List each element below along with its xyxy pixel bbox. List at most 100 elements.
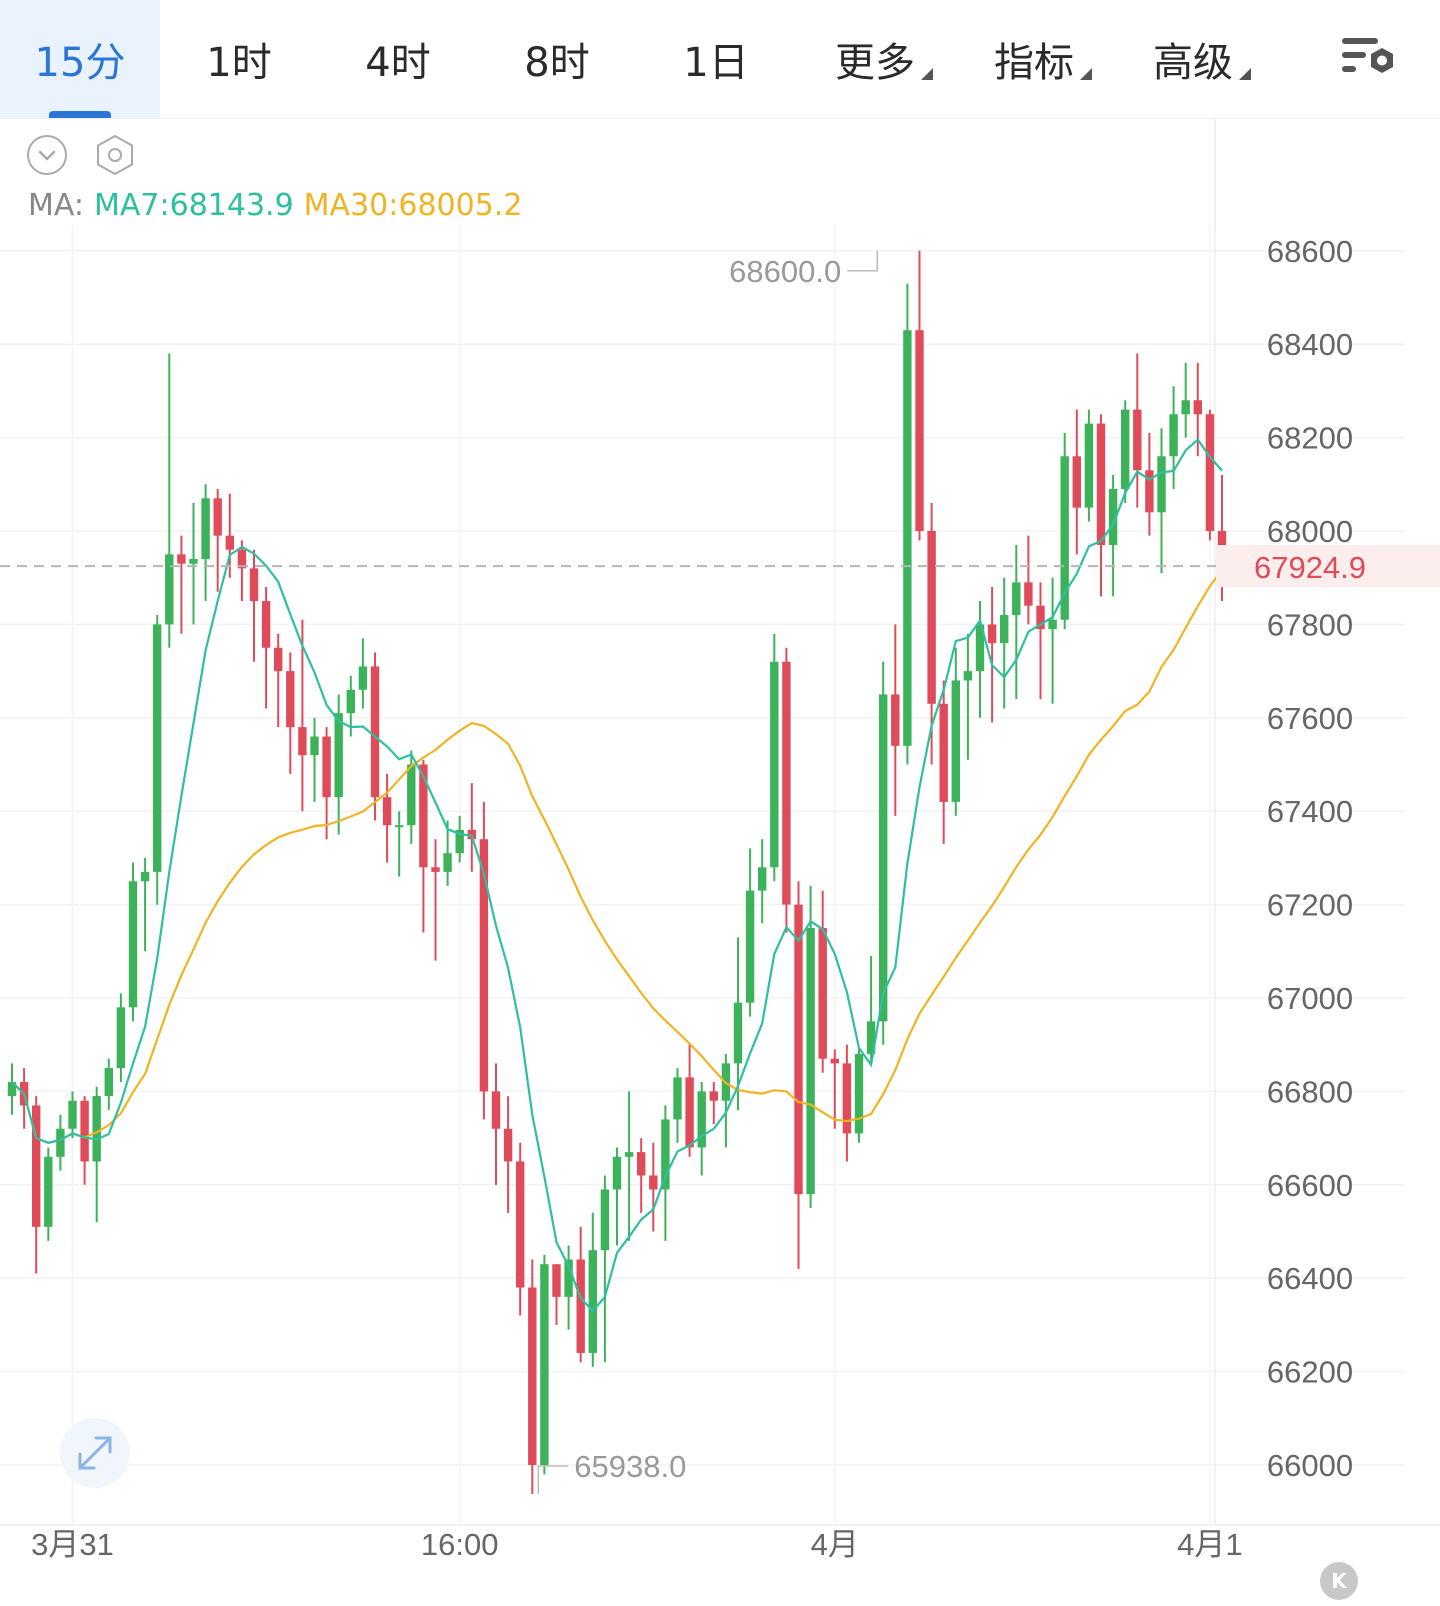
- candle-body: [564, 1259, 573, 1297]
- hexagon-settings-icon[interactable]: [94, 134, 136, 176]
- candle-body: [44, 1156, 53, 1227]
- x-tick-label: 16:00: [421, 1527, 499, 1562]
- candle-body: [697, 1091, 706, 1148]
- candle-body: [963, 671, 973, 681]
- candle-body: [1205, 414, 1215, 531]
- candle-body: [624, 1152, 634, 1157]
- tab-1d[interactable]: 1日: [636, 0, 796, 118]
- candle-body: [987, 624, 997, 644]
- candle-body: [1096, 423, 1106, 546]
- candle-body: [600, 1189, 610, 1251]
- candle-body: [237, 549, 247, 569]
- candle-body: [915, 330, 924, 531]
- candle-body: [1072, 456, 1081, 508]
- candle-body: [552, 1264, 561, 1297]
- candle-body: [322, 736, 331, 798]
- ma-prefix: MA:: [28, 188, 84, 223]
- candle-body: [1133, 409, 1142, 471]
- candle-body: [358, 666, 368, 690]
- candle-body: [310, 736, 319, 756]
- candle-body: [540, 1264, 549, 1465]
- low-marker-line: [537, 1465, 569, 1494]
- candle-body: [842, 1063, 852, 1134]
- candle-body: [903, 330, 912, 746]
- candle-body: [1000, 615, 1009, 644]
- candle-body: [818, 927, 827, 1059]
- k-icon[interactable]: K: [1320, 1562, 1358, 1600]
- chart-settings-icon[interactable]: [1340, 34, 1400, 84]
- tab-label: 8时: [524, 40, 590, 86]
- candle-body: [927, 531, 936, 704]
- tab-indicators[interactable]: 指标: [954, 0, 1114, 118]
- candle-body: [685, 1077, 694, 1148]
- candle-body: [1193, 400, 1202, 415]
- candle-body: [1145, 470, 1154, 513]
- tab-label: 更多: [835, 40, 915, 86]
- candle-body: [939, 703, 948, 802]
- tab-4h[interactable]: 4时: [318, 0, 478, 118]
- tab-more[interactable]: 更多: [795, 0, 955, 118]
- candle-body: [92, 1096, 101, 1162]
- candle-body: [975, 624, 985, 672]
- candle-body: [407, 764, 416, 826]
- candle-body: [891, 694, 900, 746]
- tab-label: 1日: [683, 40, 749, 86]
- tab-label: 4时: [365, 40, 431, 86]
- last-price-label: 67924.9: [1254, 550, 1366, 585]
- candle-body: [68, 1100, 77, 1129]
- candle-body: [1181, 400, 1190, 415]
- low-price-label: 65938.0: [574, 1449, 686, 1484]
- x-tick-label: 3月31: [31, 1527, 114, 1562]
- candle-body: [395, 825, 404, 828]
- candle-body: [516, 1161, 525, 1288]
- candle-body: [382, 797, 392, 826]
- tab-15m[interactable]: 15分: [0, 0, 160, 118]
- candle-body: [298, 727, 307, 756]
- candle-body: [213, 498, 222, 536]
- candle-body: [286, 671, 295, 728]
- candle-body: [370, 666, 380, 798]
- y-tick-label: 67800: [1267, 607, 1353, 642]
- x-tick-label: 4月: [811, 1527, 859, 1562]
- high-marker-line: [847, 250, 878, 272]
- candle-body: [1060, 456, 1069, 620]
- y-tick-label: 67000: [1267, 981, 1353, 1016]
- tab-label: 15分: [34, 40, 126, 86]
- expand-arrows-icon: [78, 1436, 112, 1470]
- y-tick-label: 66000: [1267, 1448, 1353, 1483]
- candle-body: [854, 1054, 864, 1134]
- ma30-value: MA30:68005.2: [303, 188, 523, 223]
- high-price-label: 68600.0: [729, 254, 841, 289]
- y-tick-label: 66600: [1267, 1168, 1353, 1203]
- expand-button[interactable]: [60, 1418, 130, 1488]
- candle-body: [528, 1287, 537, 1465]
- candle-body: [80, 1100, 89, 1162]
- candle-body: [116, 1007, 126, 1069]
- y-tick-label: 66800: [1267, 1074, 1353, 1109]
- candle-body: [249, 568, 259, 602]
- candle-body: [830, 1058, 839, 1064]
- candle-body: [1024, 582, 1033, 606]
- candle-body: [104, 1068, 113, 1097]
- tab-1h[interactable]: 1时: [159, 0, 319, 118]
- tab-advanced[interactable]: 高级: [1113, 0, 1273, 118]
- candle-body: [346, 689, 355, 714]
- candle-body: [733, 1002, 743, 1064]
- candle-body: [225, 535, 234, 550]
- y-tick-label: 67200: [1267, 888, 1353, 923]
- tab-label: 指标: [994, 40, 1074, 86]
- candle-body: [637, 1152, 646, 1176]
- candle-body: [576, 1259, 585, 1353]
- candle-body: [491, 1091, 501, 1129]
- candle-body: [661, 1119, 670, 1190]
- tab-8h[interactable]: 8时: [477, 0, 637, 118]
- candle-body: [261, 601, 271, 648]
- y-tick-label: 67400: [1267, 794, 1353, 829]
- candle-body: [770, 661, 779, 868]
- candle-body: [274, 647, 283, 672]
- candle-body: [455, 829, 464, 854]
- candle-body: [1157, 456, 1166, 513]
- chevron-down-icon[interactable]: [26, 134, 68, 176]
- candle-body: [1169, 414, 1178, 457]
